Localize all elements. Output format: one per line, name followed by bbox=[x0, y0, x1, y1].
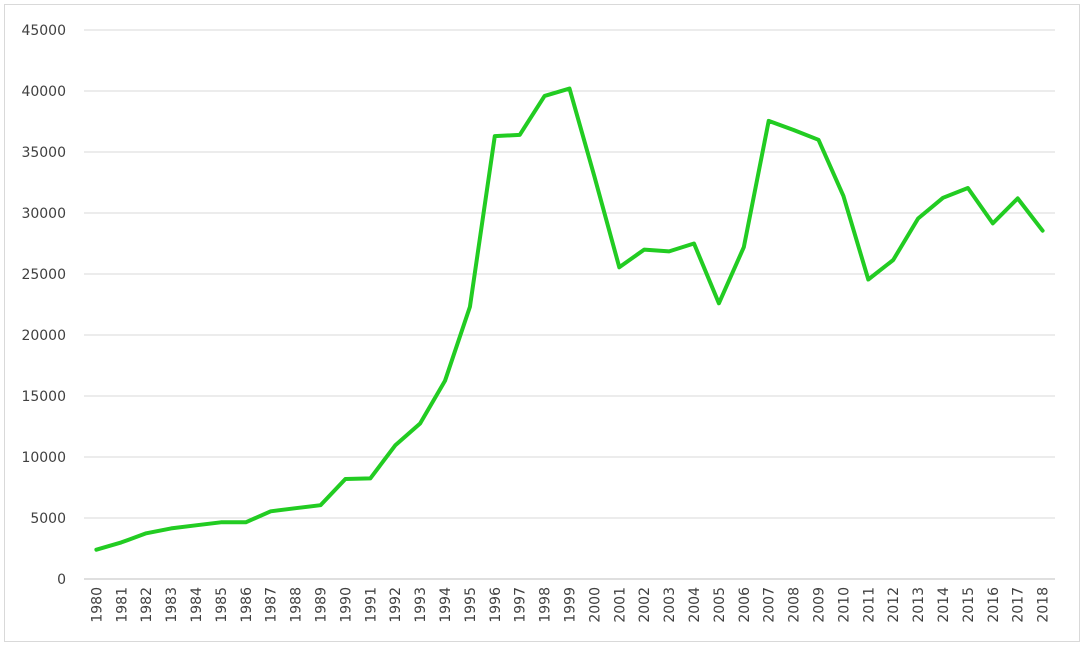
x-tick-label: 2017 bbox=[1011, 587, 1027, 623]
y-tick-label: 25000 bbox=[21, 267, 66, 283]
x-tick-label: 1993 bbox=[413, 587, 429, 623]
x-tick-label: 2010 bbox=[836, 587, 852, 623]
y-tick-label: 30000 bbox=[21, 206, 66, 222]
x-tick-label: 2012 bbox=[886, 587, 902, 623]
series-line bbox=[94, 86, 1045, 552]
x-tick-label: 1987 bbox=[264, 587, 280, 623]
x-tick-label: 2011 bbox=[861, 587, 877, 623]
x-tick-label: 1984 bbox=[189, 587, 205, 623]
x-tick-label: 1991 bbox=[363, 587, 379, 623]
y-tick-label: 35000 bbox=[21, 145, 66, 161]
x-tick-label: 1998 bbox=[538, 587, 554, 623]
series-lines bbox=[94, 86, 1045, 552]
x-tick-label: 1992 bbox=[388, 587, 404, 623]
x-tick-label: 2008 bbox=[787, 587, 803, 623]
x-tick-label: 1989 bbox=[314, 587, 330, 623]
x-tick-label: 1981 bbox=[114, 587, 130, 623]
y-axis-tick-labels: 0 5000 10000 15000 20000 25000 30000 35000 40000… bbox=[21, 23, 66, 588]
x-tick-label: 2003 bbox=[662, 587, 678, 623]
x-tick-label: 2000 bbox=[587, 587, 603, 623]
gridlines bbox=[84, 29, 1055, 580]
x-tick-label: 2001 bbox=[612, 587, 628, 623]
x-tick-label: 2005 bbox=[712, 587, 728, 623]
x-tick-label: 2002 bbox=[637, 587, 653, 623]
x-tick-label: 2004 bbox=[687, 587, 703, 623]
x-tick-label: 1985 bbox=[214, 587, 230, 623]
x-tick-label: 2009 bbox=[811, 587, 827, 623]
chart-frame bbox=[4, 4, 1080, 642]
x-tick-label: 2014 bbox=[936, 587, 952, 623]
x-tick-label: 1990 bbox=[338, 587, 354, 623]
x-tick-label: 1994 bbox=[438, 587, 454, 623]
x-tick-label: 1999 bbox=[563, 587, 579, 623]
x-tick-label: 1982 bbox=[139, 587, 155, 623]
y-tick-label: 0 bbox=[57, 572, 66, 588]
x-tick-label: 2016 bbox=[986, 587, 1002, 623]
x-tick-label: 1983 bbox=[164, 587, 180, 623]
y-tick-label: 20000 bbox=[21, 328, 66, 344]
y-tick-label: 45000 bbox=[21, 23, 66, 39]
x-tick-label: 1988 bbox=[289, 587, 305, 623]
x-tick-label: 1995 bbox=[463, 587, 479, 623]
x-tick-label: 2007 bbox=[762, 587, 778, 623]
y-tick-label: 40000 bbox=[21, 84, 66, 100]
x-tick-label: 1980 bbox=[89, 587, 105, 623]
x-tick-label: 2015 bbox=[961, 587, 977, 623]
y-tick-label: 15000 bbox=[21, 389, 66, 405]
y-tick-label: 10000 bbox=[21, 450, 66, 466]
x-tick-label: 1996 bbox=[488, 587, 504, 623]
x-axis-tick-labels: 1980 1981 1982 1983 1984 1985 1986 1987 1988 1989… bbox=[89, 587, 1051, 623]
x-tick-label: 2018 bbox=[1036, 587, 1052, 623]
x-tick-label: 2013 bbox=[911, 587, 927, 623]
x-tick-label: 2006 bbox=[737, 587, 753, 623]
x-tick-label: 1997 bbox=[513, 587, 529, 623]
y-tick-label: 5000 bbox=[30, 511, 66, 527]
x-tick-label: 1986 bbox=[239, 587, 255, 623]
